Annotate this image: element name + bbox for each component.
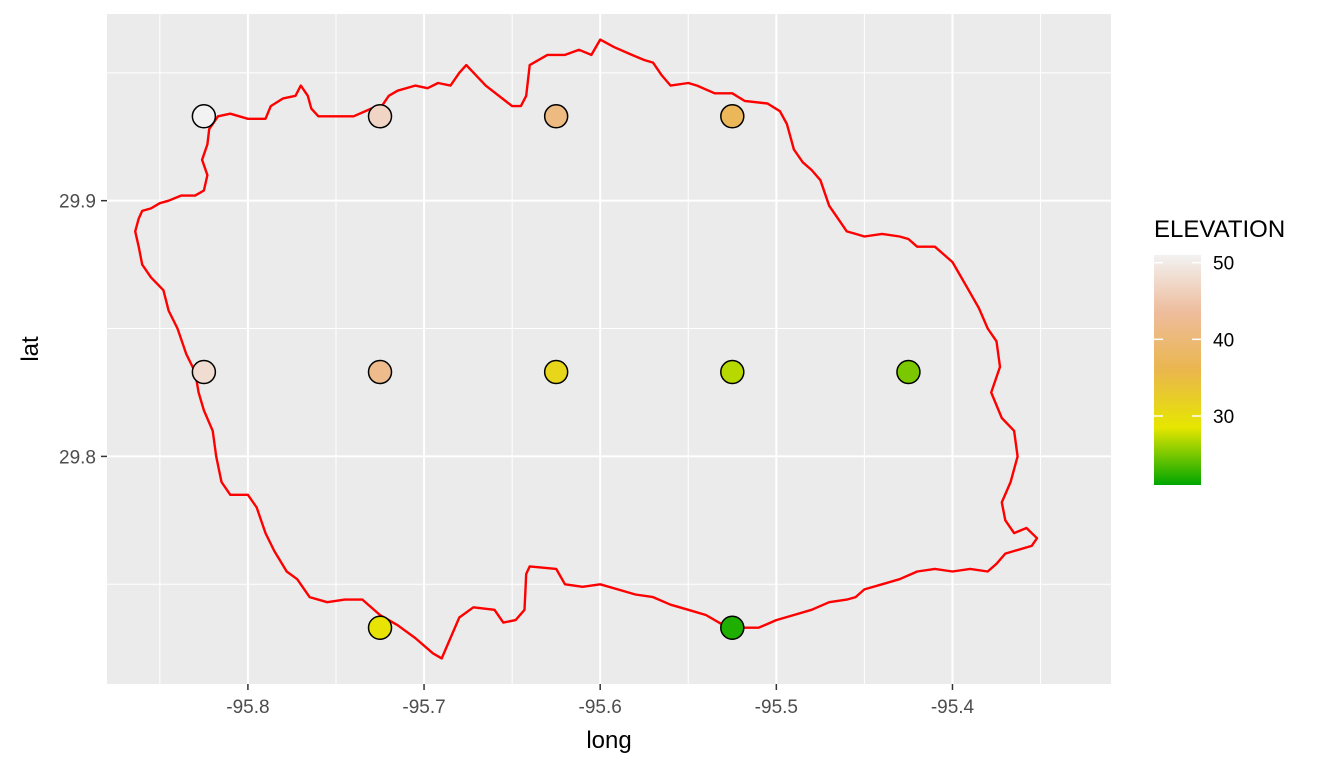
legend-tick-label: 30 [1213, 407, 1234, 428]
elevation-point [543, 359, 569, 385]
y-tick-label: 29.8 [59, 447, 96, 468]
elevation-point [720, 104, 745, 129]
elevation-point [367, 104, 393, 129]
x-tick-label: -95.6 [579, 697, 622, 718]
elevation-point [367, 359, 393, 385]
boundary-outline [133, 38, 1039, 660]
minor-gridlines [107, 14, 1111, 684]
legend-title: ELEVATION [1154, 216, 1285, 243]
y-axis-title: lat [17, 336, 44, 362]
x-tick-label: -95.8 [226, 697, 269, 718]
x-tick-label: -95.5 [755, 697, 798, 718]
x-tick-label: -95.4 [931, 697, 975, 718]
elevation-point [191, 104, 217, 129]
y-axis: 29.8 29.9 [59, 192, 107, 468]
elevation-point [896, 359, 921, 385]
points-layer [191, 104, 921, 640]
x-axis-title: long [586, 727, 631, 754]
elevation-point [191, 359, 217, 385]
elevation-point [543, 104, 569, 129]
plot-panel [107, 14, 1111, 684]
legend-colorbar [1154, 255, 1201, 485]
legend-ticks: 30 40 50 [1154, 254, 1234, 428]
x-tick-label: -95.7 [402, 697, 445, 718]
legend: ELEVATION 30 40 50 [1154, 216, 1285, 485]
legend-tick-label: 50 [1213, 254, 1234, 275]
boundary-layer [133, 38, 1039, 660]
legend-tick-label: 40 [1213, 330, 1234, 351]
x-axis: -95.8 -95.7 -95.6 -95.5 -95.4 [226, 684, 975, 718]
elevation-point [720, 359, 745, 385]
elevation-point [720, 615, 745, 640]
elevation-point [367, 615, 393, 640]
y-tick-label: 29.9 [59, 192, 96, 213]
